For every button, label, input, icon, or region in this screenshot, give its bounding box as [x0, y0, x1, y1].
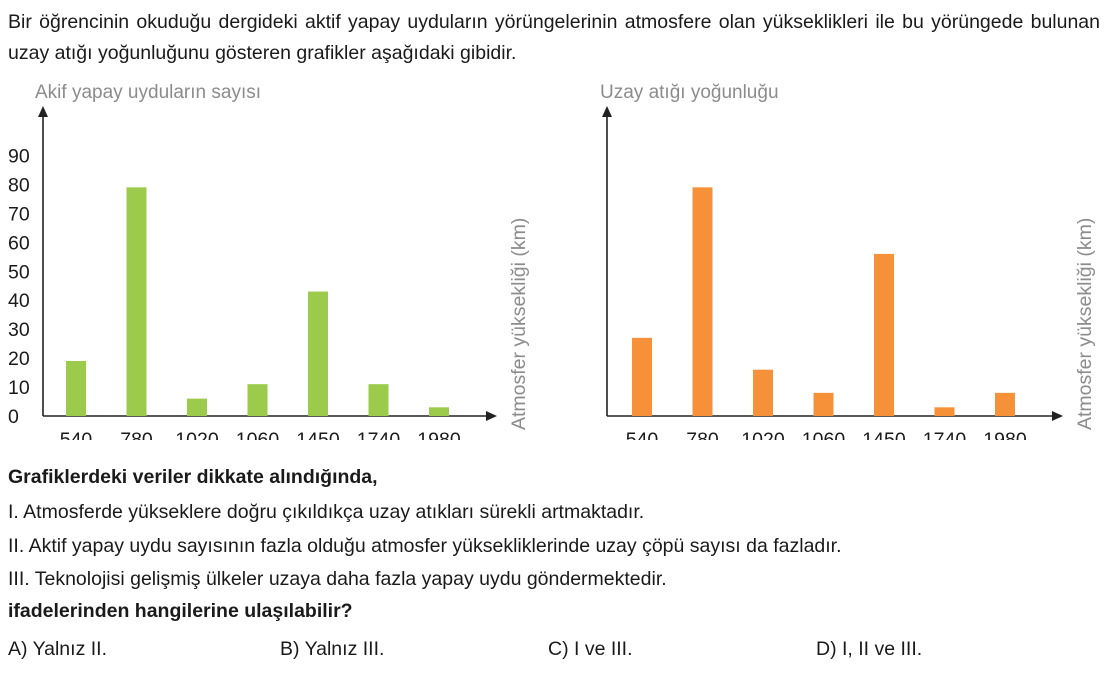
chart-space-debris: Uzay atığı yoğunluğu 540 780 1020 1060 1450 17… — [600, 82, 1096, 440]
y-tick-label: 90 — [8, 146, 30, 168]
bar — [874, 253, 894, 416]
x-axis-arrow — [486, 411, 497, 421]
y-tick-label: 10 — [8, 377, 30, 399]
charts-area: Akif yapay uyduların sayısı0102030405060… — [8, 82, 1096, 440]
axis-label: Atmosfer yüksekliği (km) — [1074, 218, 1096, 430]
option-d[interactable]: D) I, II ve III. — [816, 638, 923, 660]
option-a[interactable]: A) Yalnız II. — [8, 638, 107, 660]
x-tick-label: 540 — [60, 429, 93, 440]
bar — [995, 392, 1015, 416]
x-axis-arrow — [1052, 411, 1063, 421]
x-tick-label: 1060 — [236, 429, 280, 440]
bar — [813, 392, 834, 416]
x-tick-label: 1060 — [802, 429, 846, 440]
x-tick-label: 1020 — [741, 429, 785, 440]
x-tick-label: 1740 — [923, 429, 967, 440]
x-tick-label: 780 — [120, 429, 153, 440]
x-tick-label: 1980 — [417, 429, 461, 440]
bar — [429, 407, 449, 416]
x-tick-label: 1020 — [175, 429, 219, 440]
axis-label: Atmosfer yüksekliği (km) — [508, 218, 530, 430]
chart-satellite-count: Akif yapay uyduların sayısı0102030405060… — [8, 82, 530, 440]
bar — [753, 369, 773, 416]
y-axis-arrow — [38, 106, 48, 117]
x-tick-label: 1450 — [296, 429, 340, 440]
x-tick-label: 1980 — [983, 429, 1027, 440]
statement-1: I. Atmosferde yükseklere doğru çıkıldıkç… — [8, 501, 645, 523]
y-tick-label: 20 — [8, 348, 30, 370]
y-tick-label: 70 — [8, 203, 30, 225]
bar — [66, 361, 86, 416]
chart-title: Akif yapay uyduların sayısı — [35, 82, 261, 103]
bar — [247, 384, 268, 416]
bar — [308, 291, 328, 416]
x-tick-label: 540 — [626, 429, 659, 440]
bar — [368, 384, 389, 416]
option-c[interactable]: C) I ve III. — [548, 638, 633, 660]
bar — [187, 398, 207, 416]
y-axis-arrow — [602, 106, 612, 117]
x-tick-label: 1450 — [862, 429, 906, 440]
x-tick-label: 1740 — [357, 429, 401, 440]
chart-title: Uzay atığı yoğunluğu — [600, 82, 779, 103]
bar — [632, 337, 652, 416]
statement-3: III. Teknolojisi gelişmiş ülkeler uzaya … — [8, 568, 667, 590]
x-tick-label: 780 — [686, 429, 719, 440]
bar — [692, 187, 713, 416]
y-tick-label: 80 — [8, 174, 30, 196]
option-b[interactable]: B) Yalnız III. — [280, 638, 385, 660]
y-tick-label: 50 — [8, 261, 30, 283]
y-tick-label: 30 — [8, 319, 30, 341]
y-tick-label: 60 — [8, 232, 30, 254]
question-intro: Bir öğrencinin okuduğu dergideki aktif y… — [8, 11, 1100, 64]
y-tick-label: 0 — [8, 406, 19, 428]
statement-2: II. Aktif yapay uydu sayısının fazla old… — [8, 535, 842, 557]
bar — [126, 187, 147, 416]
question-lead: Grafiklerdeki veriler dikkate alındığınd… — [8, 466, 378, 488]
question-prompt: ifadelerinden hangilerine ulaşılabilir? — [8, 600, 353, 622]
bar — [934, 407, 955, 416]
y-tick-label: 40 — [8, 290, 30, 312]
